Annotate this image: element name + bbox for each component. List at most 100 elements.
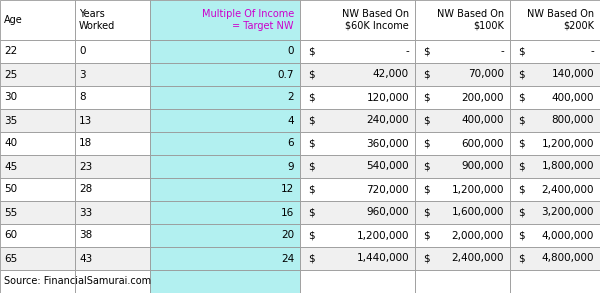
Bar — [75, 270, 150, 293]
Text: $: $ — [308, 253, 314, 263]
Text: $: $ — [308, 47, 314, 57]
Text: 1,200,000: 1,200,000 — [452, 185, 504, 195]
Text: Multiple Of Income
= Target NW: Multiple Of Income = Target NW — [202, 9, 294, 31]
Bar — [300, 109, 415, 132]
Text: 400,000: 400,000 — [551, 93, 594, 103]
Text: 1,800,000: 1,800,000 — [542, 161, 594, 171]
Text: NW Based On
$100K: NW Based On $100K — [437, 9, 504, 31]
Bar — [0, 178, 75, 201]
Text: $: $ — [423, 69, 430, 79]
Bar — [510, 270, 600, 293]
Bar — [300, 178, 415, 201]
Text: 4: 4 — [287, 115, 294, 125]
Text: $: $ — [308, 115, 314, 125]
Bar — [510, 132, 600, 155]
Bar — [415, 178, 510, 201]
Bar — [150, 0, 300, 40]
Text: $: $ — [423, 115, 430, 125]
Text: 4,800,000: 4,800,000 — [542, 253, 594, 263]
Bar — [415, 63, 510, 86]
Bar — [150, 155, 300, 178]
Bar — [510, 109, 600, 132]
Bar — [510, 63, 600, 86]
Bar — [300, 155, 415, 178]
Text: $: $ — [308, 139, 314, 149]
Text: $: $ — [308, 93, 314, 103]
Text: 720,000: 720,000 — [367, 185, 409, 195]
Text: 16: 16 — [281, 207, 294, 217]
Text: $: $ — [308, 185, 314, 195]
Bar — [75, 178, 150, 201]
Text: 20: 20 — [281, 231, 294, 241]
Text: 400,000: 400,000 — [461, 115, 504, 125]
Text: 1,200,000: 1,200,000 — [542, 139, 594, 149]
Text: 0.7: 0.7 — [277, 69, 294, 79]
Text: $: $ — [308, 161, 314, 171]
Bar — [415, 132, 510, 155]
Bar — [0, 63, 75, 86]
Text: $: $ — [518, 161, 524, 171]
Bar — [0, 155, 75, 178]
Text: 70,000: 70,000 — [468, 69, 504, 79]
Text: NW Based On
$200K: NW Based On $200K — [527, 9, 594, 31]
Text: 9: 9 — [287, 161, 294, 171]
Bar — [415, 224, 510, 247]
Text: $: $ — [518, 253, 524, 263]
Text: 60: 60 — [4, 231, 17, 241]
Bar — [75, 132, 150, 155]
Bar — [0, 132, 75, 155]
Bar — [75, 0, 150, 40]
Text: 140,000: 140,000 — [551, 69, 594, 79]
Bar — [510, 0, 600, 40]
Bar — [150, 109, 300, 132]
Text: 0: 0 — [287, 47, 294, 57]
Bar — [150, 178, 300, 201]
Bar — [150, 40, 300, 63]
Text: $: $ — [518, 185, 524, 195]
Bar — [150, 247, 300, 270]
Bar — [300, 270, 415, 293]
Bar — [300, 201, 415, 224]
Bar — [150, 224, 300, 247]
Text: NW Based On
$60K Income: NW Based On $60K Income — [342, 9, 409, 31]
Text: 540,000: 540,000 — [367, 161, 409, 171]
Text: 1,200,000: 1,200,000 — [356, 231, 409, 241]
Bar — [0, 40, 75, 63]
Bar — [510, 224, 600, 247]
Text: 38: 38 — [79, 231, 92, 241]
Bar — [510, 201, 600, 224]
Text: 40: 40 — [4, 139, 17, 149]
Bar — [300, 86, 415, 109]
Bar — [510, 247, 600, 270]
Text: 2,000,000: 2,000,000 — [452, 231, 504, 241]
Bar — [300, 63, 415, 86]
Bar — [415, 109, 510, 132]
Bar — [0, 247, 75, 270]
Bar — [300, 247, 415, 270]
Text: 25: 25 — [4, 69, 17, 79]
Text: 360,000: 360,000 — [367, 139, 409, 149]
Text: $: $ — [308, 207, 314, 217]
Text: -: - — [500, 47, 504, 57]
Bar — [150, 201, 300, 224]
Text: 4,000,000: 4,000,000 — [542, 231, 594, 241]
Bar — [0, 270, 75, 293]
Bar — [510, 40, 600, 63]
Text: 24: 24 — [281, 253, 294, 263]
Text: 42,000: 42,000 — [373, 69, 409, 79]
Text: 65: 65 — [4, 253, 17, 263]
Text: Years
Worked: Years Worked — [79, 9, 115, 31]
Bar — [75, 201, 150, 224]
Text: 2,400,000: 2,400,000 — [452, 253, 504, 263]
Text: 30: 30 — [4, 93, 17, 103]
Bar — [75, 247, 150, 270]
Text: 33: 33 — [79, 207, 92, 217]
Bar — [415, 40, 510, 63]
Text: $: $ — [423, 231, 430, 241]
Bar — [75, 155, 150, 178]
Text: $: $ — [423, 161, 430, 171]
Text: 12: 12 — [281, 185, 294, 195]
Text: $: $ — [518, 139, 524, 149]
Text: 600,000: 600,000 — [461, 139, 504, 149]
Text: $: $ — [518, 115, 524, 125]
